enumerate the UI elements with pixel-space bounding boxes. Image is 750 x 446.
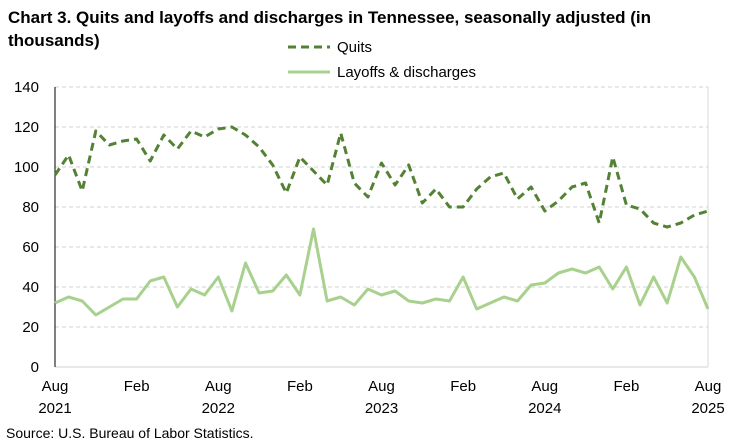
x-tick-year: 2023	[365, 400, 398, 417]
x-tick-year: 2024	[528, 400, 561, 417]
x-tick-month: Aug	[42, 378, 69, 395]
x-tick-month: Aug	[205, 378, 232, 395]
x-tick-month: Feb	[287, 378, 313, 395]
x-tick-year: 2025	[691, 400, 724, 417]
chart-title: Chart 3. Quits and layoffs and discharge…	[8, 8, 652, 50]
y-tick-label: 140	[14, 79, 39, 96]
x-tick-month: Aug	[695, 378, 722, 395]
x-tick-month: Feb	[613, 378, 639, 395]
y-tick-label: 60	[22, 239, 39, 256]
x-tick-month: Feb	[450, 378, 476, 395]
x-tick-month: Feb	[124, 378, 150, 395]
y-tick-label: 100	[14, 159, 39, 176]
x-tick-month: Aug	[368, 378, 395, 395]
x-tick-year: 2022	[202, 400, 235, 417]
y-tick-label: 20	[22, 319, 39, 336]
y-tick-label: 40	[22, 279, 39, 296]
series-line-layoffs	[54, 227, 710, 317]
y-tick-label: 80	[22, 199, 39, 216]
legend-label: Layoffs & discharges	[337, 64, 476, 81]
x-tick-month: Aug	[531, 378, 558, 395]
series-line-quits	[53, 125, 709, 229]
y-tick-label: 120	[14, 119, 39, 136]
x-tick-year: 2021	[38, 400, 71, 417]
source-note: Source: U.S. Bureau of Labor Statistics.	[6, 425, 254, 441]
legend-label: Quits	[337, 39, 372, 56]
y-tick-label: 0	[31, 359, 39, 376]
